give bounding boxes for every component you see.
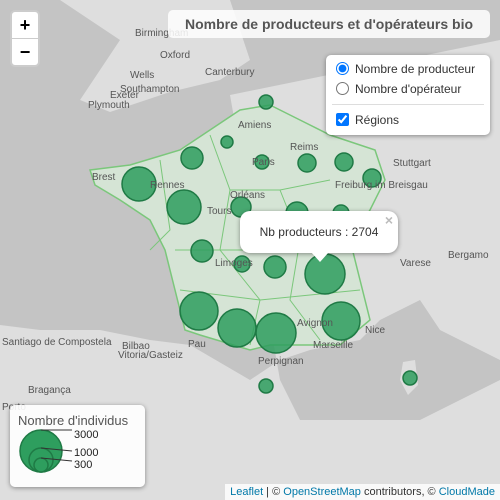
city-label: Limoges [215, 258, 253, 269]
city-label: Brest [92, 172, 116, 183]
separator [332, 104, 484, 105]
legend-leader [40, 447, 73, 452]
bubble[interactable] [190, 239, 214, 263]
bubble[interactable] [334, 152, 354, 172]
link[interactable]: CloudMade [438, 486, 495, 498]
city-label: Tours [207, 206, 231, 217]
link[interactable]: OpenStreetMap [283, 486, 361, 498]
city-label: Perpignan [258, 356, 304, 367]
bubble[interactable] [321, 301, 361, 341]
zoom-out[interactable]: − [19, 42, 31, 62]
bubble[interactable] [220, 135, 234, 149]
city-label: Southampton [120, 84, 180, 95]
bubble[interactable] [258, 94, 274, 110]
popup-tip [311, 252, 329, 262]
bubble[interactable] [362, 168, 382, 188]
layer-option[interactable]: Nombre d'opérateur [336, 82, 461, 96]
city-label: Bragança [28, 385, 71, 396]
city-label: Avignon [297, 318, 333, 329]
legend-leader [40, 457, 73, 462]
checkbox[interactable] [336, 113, 349, 126]
text: | © [263, 486, 284, 498]
bubble[interactable] [217, 308, 257, 348]
layer-option[interactable]: Nombre de producteur [336, 62, 475, 76]
city-label: Nice [365, 325, 385, 336]
bubble[interactable] [179, 291, 219, 331]
bubble[interactable] [254, 154, 270, 170]
option-label: Nombre d'opérateur [355, 82, 462, 96]
legend-title: Nombre d'individus [18, 413, 129, 428]
city-label: Wells [130, 70, 154, 81]
option-label: Nombre de producteur [355, 62, 476, 76]
zoom-in[interactable]: + [12, 12, 38, 39]
title: Nombre de producteurs et d'opérateurs bi… [168, 10, 490, 38]
city-label: Rennes [150, 180, 184, 191]
attribution: Leaflet | © OpenStreetMap contributors, … [225, 484, 500, 500]
link[interactable]: Leaflet [230, 486, 264, 498]
layer-control: Nombre de producteur Nombre d'opérateur … [326, 55, 490, 135]
city-label: Canterbury [205, 67, 254, 78]
city-label: Amiens [238, 120, 271, 131]
city-label: Stuttgart [393, 158, 431, 169]
city-label: Vitoria/Gasteiz [118, 350, 183, 361]
city-label: Reims [290, 142, 318, 153]
popup-close[interactable]: × [384, 212, 393, 228]
legend-graphic [19, 429, 73, 473]
city-label: Marseille [313, 340, 353, 351]
city-label: Varese [400, 258, 431, 269]
text: contributors, © [360, 486, 439, 498]
city-label: Bergamo [448, 250, 489, 261]
city-label: Birmingham [135, 28, 188, 39]
radio[interactable] [336, 62, 349, 75]
overlay-option[interactable]: Régions [336, 113, 399, 127]
legend-circle [33, 457, 49, 473]
overlay-label: Régions [355, 113, 400, 127]
bubble[interactable] [121, 166, 157, 202]
bubble[interactable] [180, 146, 204, 170]
city-label: Bilbao [122, 341, 150, 352]
bubble[interactable] [402, 370, 418, 386]
legend-label: 3000 [74, 429, 99, 441]
legend-label: 1000 [74, 447, 99, 459]
city-label: Santiago de Compostela [2, 337, 112, 348]
legend-label: 300 [74, 459, 93, 471]
bubble[interactable] [297, 153, 317, 173]
bubble[interactable] [166, 189, 202, 225]
bubble[interactable] [263, 255, 287, 279]
bubble[interactable] [255, 312, 297, 354]
city-label: Plymouth [88, 100, 130, 111]
radio[interactable] [336, 82, 349, 95]
city-label: Paris [252, 157, 275, 168]
border [149, 159, 171, 251]
legend: Nombre d'individus 3000 1000 300 [10, 405, 145, 487]
city-labels: Birmingham Oxford Wells SouthamptonExeterPl… [2, 28, 489, 413]
city-label: Pau [188, 339, 206, 350]
bubble[interactable] [233, 255, 251, 273]
city-label: Exeter [110, 90, 140, 101]
zoom-control: + − [10, 10, 40, 67]
popup-text: Nb producteurs : 2704 [259, 225, 379, 239]
city-label: Orléans [230, 190, 265, 201]
popup: Nb producteurs : 2704 × [240, 211, 398, 262]
bubble[interactable] [258, 378, 274, 394]
city-label: Freiburg im Breisgau [335, 180, 428, 191]
border [209, 134, 331, 191]
city-label: Oxford [160, 50, 190, 61]
